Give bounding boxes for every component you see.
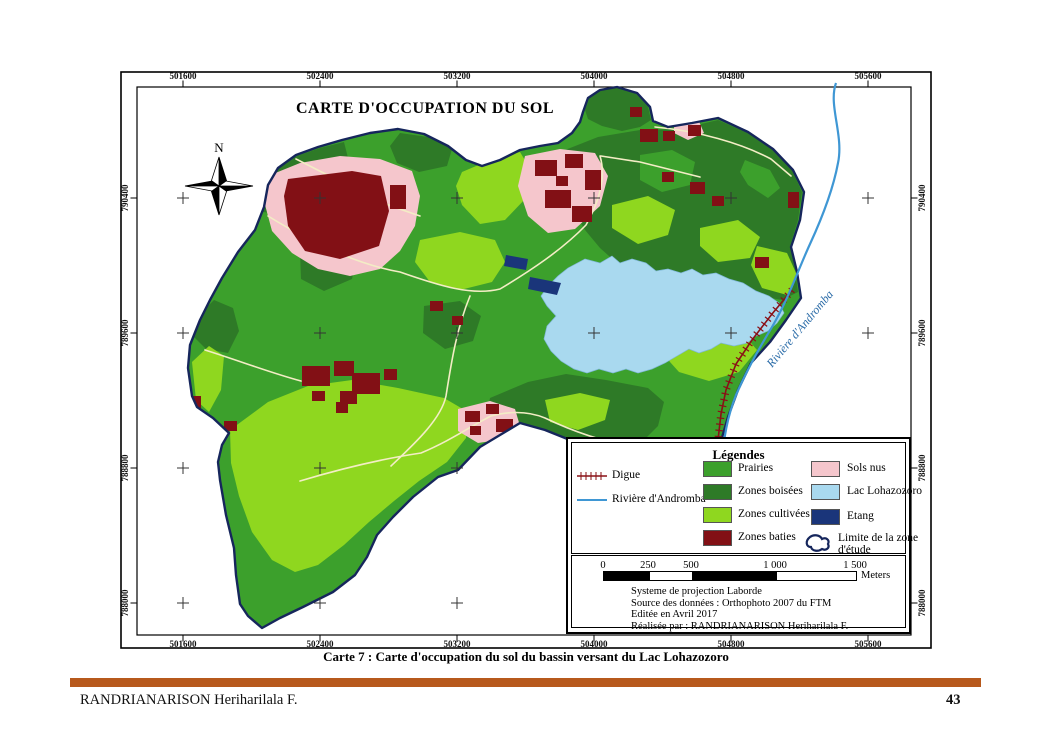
scale-tick-0: 0 xyxy=(600,560,606,571)
credits-block: Systeme de projection Laborde Source des… xyxy=(631,586,848,632)
x-label: 505600 xyxy=(855,71,883,81)
riviere-legend-icon xyxy=(577,499,607,501)
legend-label-lac: Lac Lohazozoro xyxy=(847,485,923,497)
swatch-lac xyxy=(811,484,840,500)
land-cover-patches xyxy=(191,88,804,572)
x-label: 503200 xyxy=(444,639,472,649)
swatch-baties xyxy=(703,530,732,546)
legend-title: Légendes xyxy=(712,447,765,462)
swatch-prairies xyxy=(703,461,732,477)
y-label: 789600 xyxy=(917,319,927,347)
coordinate-labels: 501600 502400 503200 504000 504800 50560… xyxy=(120,71,927,649)
x-label: 504800 xyxy=(718,71,746,81)
y-label: 790400 xyxy=(917,184,927,212)
legend-label-boisees: Zones boisées xyxy=(738,485,803,497)
x-label: 504000 xyxy=(581,639,609,649)
compass-north-label: N xyxy=(214,140,224,155)
digue-legend-icon xyxy=(577,472,607,480)
lac-lohazozoro xyxy=(540,255,785,374)
basin-outline xyxy=(186,85,806,630)
scale-credits-panel: 0 250 500 1 000 1 500 Meters Systeme de … xyxy=(571,555,906,632)
page-number: 43 xyxy=(946,692,961,708)
x-label: 501600 xyxy=(170,71,198,81)
digue-line xyxy=(712,287,795,461)
x-label: 505600 xyxy=(855,639,883,649)
swatch-etang xyxy=(811,509,840,525)
y-label: 788800 xyxy=(120,454,130,482)
legend-label-riviere: Rivière d'Andromba xyxy=(612,493,706,505)
credit-edition: Editée en Avril 2017 xyxy=(631,609,718,620)
frame-ticks xyxy=(130,80,918,642)
legend-label-limite-2: d'étude xyxy=(838,544,871,556)
swatch-cultivees xyxy=(703,507,732,523)
scale-tick-1500: 1 500 xyxy=(843,560,867,571)
x-label: 501600 xyxy=(170,639,198,649)
x-label: 502400 xyxy=(307,639,335,649)
y-label: 789600 xyxy=(120,319,130,347)
swatch-sols-nus xyxy=(811,461,840,477)
prairies-patches xyxy=(640,150,780,198)
etang-patches xyxy=(504,255,561,295)
outer-neatline xyxy=(120,71,932,649)
y-label: 788000 xyxy=(917,589,927,617)
footer-author: RANDRIANARISON Heriharilala F. xyxy=(80,692,298,708)
riviere-andromba-line xyxy=(719,82,841,473)
legend-label-cultivees: Zones cultivées xyxy=(738,508,810,520)
credit-author: Réalisée par : RANDRIANARISON Heriharila… xyxy=(631,620,849,632)
legend-label-limite-1: Limite de la zone xyxy=(838,532,919,544)
x-label: 503200 xyxy=(444,71,472,81)
scale-unit: Meters xyxy=(861,570,891,581)
credit-projection: Systeme de projection Laborde xyxy=(631,586,762,597)
y-label: 790400 xyxy=(120,184,130,212)
x-label: 504800 xyxy=(718,639,746,649)
y-label: 788800 xyxy=(917,454,927,482)
credit-source: Source des données : Orthophoto 2007 du … xyxy=(631,597,832,609)
legend-label-digue: Digue xyxy=(612,469,641,481)
legend-label-sols-nus: Sols nus xyxy=(847,462,886,474)
x-label: 502400 xyxy=(307,71,335,81)
limite-zone-icon xyxy=(805,534,830,552)
legend-label-prairies: Prairies xyxy=(738,462,774,474)
map-caption: Carte 7 : Carte d'occupation du sol du b… xyxy=(323,649,729,664)
swatch-boisees xyxy=(703,484,732,500)
legend-label-etang: Etang xyxy=(847,510,874,522)
scale-tick-500: 500 xyxy=(683,560,699,571)
y-label: 788000 xyxy=(120,589,130,617)
north-arrow-icon xyxy=(184,156,254,216)
legend-box: Légendes Digue Rivière d'Andromba Prairi xyxy=(566,437,922,634)
map-title: CARTE D'OCCUPATION DU SOL xyxy=(296,100,554,117)
scale-tick-250: 250 xyxy=(640,560,656,571)
legend-label-baties: Zones baties xyxy=(738,531,796,543)
footer-divider-bar xyxy=(70,678,981,687)
scale-tick-1000: 1 000 xyxy=(763,560,787,571)
scale-bar xyxy=(603,571,857,581)
legend-panel: Légendes Digue Rivière d'Andromba Prairi xyxy=(571,442,922,556)
x-label: 504000 xyxy=(581,71,609,81)
